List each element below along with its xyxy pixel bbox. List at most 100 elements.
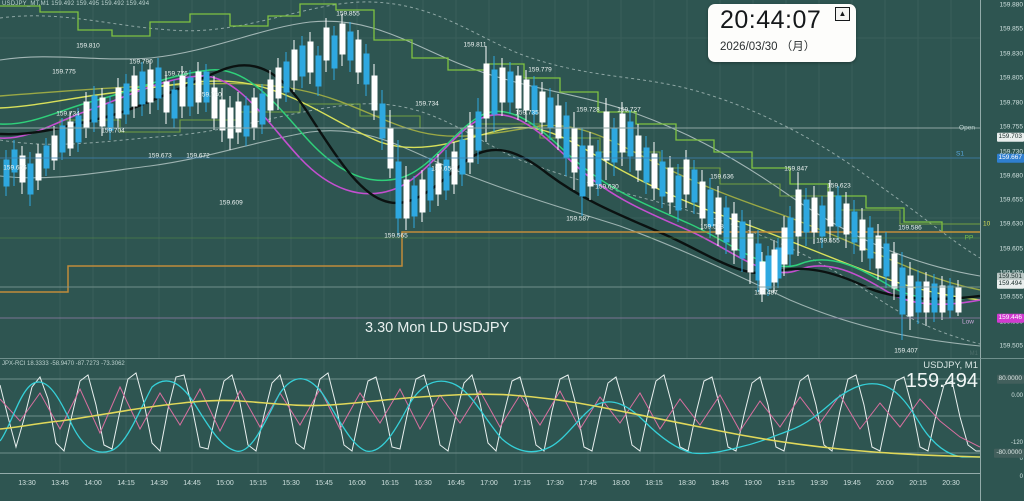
symbol-label: USDJPY, M1	[923, 360, 978, 371]
time-axis-tick: 15:45	[315, 480, 333, 487]
time-axis-tick: 18:30	[678, 480, 696, 487]
price-annotation: 159.586	[898, 224, 922, 232]
price-annotation: 159.656	[431, 165, 455, 173]
price-axis-tick: 159.855	[999, 25, 1024, 33]
price-badge: 159.501	[996, 272, 1024, 282]
price-annotation: 159.487	[754, 289, 778, 297]
time-axis-tick: 16:30	[414, 480, 432, 487]
time-axis-tick: 18:00	[612, 480, 630, 487]
price-annotation: 159.623	[827, 182, 851, 190]
price-annotation: 159.790	[129, 58, 153, 66]
price-annotation: 159.855	[336, 10, 360, 18]
price-axis-tick: 159.630	[999, 220, 1024, 228]
price-annotation: 159.407	[894, 347, 918, 355]
price-badge: 159.703	[996, 132, 1024, 142]
time-axis-tick: 14:45	[183, 480, 201, 487]
time-axis-tick: 15:15	[249, 480, 267, 487]
price-axis-tick: 159.505	[999, 342, 1024, 350]
clock-date: 2026/03/30 （月）	[720, 41, 816, 53]
price-axis-tick: 159.730	[999, 148, 1024, 156]
time-axis-tick: 20:00	[876, 480, 894, 487]
price-annotation: 159.776	[164, 70, 188, 78]
time-axis-tick: 13:30	[18, 480, 36, 487]
price-annotation: 159.810	[76, 42, 100, 50]
level-label: Low	[962, 318, 974, 326]
price-annotation: 159.811	[463, 41, 487, 49]
price-annotation: 159.656	[3, 164, 27, 172]
indicator-pane[interactable]: JPX-RCI 18.3333 -58.9470 -87.7273 -73.30…	[0, 358, 980, 474]
price-annotation: 159.565	[384, 232, 408, 240]
price-annotation: 159.727	[617, 106, 641, 114]
price-badge: 159.446	[996, 313, 1024, 323]
time-axis-tick: 19:45	[843, 480, 861, 487]
price-annotation: 159.555	[816, 237, 840, 245]
upload-icon[interactable]: ▲	[835, 7, 850, 21]
price-annotation: 159.775	[52, 68, 76, 76]
time-axis[interactable]: 13:30 13:45 14:00 14:15 14:30 14:45 15:00 15:15…	[0, 473, 980, 501]
time-axis-tick: 19:00	[744, 480, 762, 487]
price-annotation: 159.578	[700, 223, 724, 231]
price-annotation: 159.780	[198, 91, 222, 99]
time-axis-tick: 15:00	[216, 480, 234, 487]
chart-note-label: 3.30 Mon LD USDJPY	[365, 320, 510, 336]
current-price-display: 159.494	[905, 370, 978, 392]
indicator-badge: 80.0000	[996, 374, 1024, 384]
indicator-axis-tick: 0	[1019, 456, 1023, 462]
price-annotation: 159.636	[710, 173, 734, 181]
price-axis-tick: 159.805	[999, 74, 1024, 82]
price-annotation: 159.735	[515, 109, 539, 117]
time-axis-tick: 17:00	[480, 480, 498, 487]
price-axis-tick: 159.755	[999, 123, 1024, 131]
price-annotation: 159.609	[219, 199, 243, 207]
time-axis-tick: 16:00	[348, 480, 366, 487]
time-axis-tick: 19:15	[777, 480, 795, 487]
time-axis-tick: 18:45	[711, 480, 729, 487]
time-axis-tick: 14:30	[150, 480, 168, 487]
level-label: S1	[956, 150, 964, 158]
indicator-axis-tick: -120	[1010, 440, 1023, 446]
price-badge: 159.667	[996, 153, 1024, 163]
price-annotation: 159.779	[528, 66, 552, 74]
indicator-axis[interactable]: 0.00 -120 0 0 80.0000 -80.0000	[980, 358, 1024, 501]
time-axis-tick: 19:30	[810, 480, 828, 487]
price-scale-marker: 10	[983, 220, 991, 228]
time-axis-tick: 16:45	[447, 480, 465, 487]
price-axis-tick: 159.830	[999, 50, 1024, 58]
price-annotation: 159.728	[576, 106, 600, 114]
price-annotation: 159.847	[784, 165, 808, 173]
price-badge: 159.494	[996, 279, 1024, 289]
clock-overlay[interactable]: 20:44:07 2026/03/30 （月） ▲	[708, 4, 856, 62]
indicator-badge: -80.0000	[994, 448, 1024, 458]
time-axis-tick: 17:45	[579, 480, 597, 487]
price-axis-tick: 159.555	[999, 293, 1024, 301]
symbol-ohlc-header: USDJPY_MT,M1 159.492 159.495 159.492 159…	[2, 1, 150, 7]
price-axis-tick: 159.605	[999, 245, 1024, 253]
time-axis-tick: 14:00	[84, 480, 102, 487]
time-axis-tick: 18:15	[645, 480, 663, 487]
indicator-canvas	[0, 359, 980, 474]
price-axis-tick: 159.655	[999, 196, 1024, 204]
time-axis-tick: 14:15	[117, 480, 135, 487]
time-axis-tick: 16:15	[381, 480, 399, 487]
time-axis-tick: 20:15	[909, 480, 927, 487]
time-axis-tick: 17:15	[513, 480, 531, 487]
time-axis-tick: 17:30	[546, 480, 564, 487]
price-axis-tick: 159.680	[999, 172, 1024, 180]
price-annotation: 159.734	[415, 100, 439, 108]
time-axis-tick: 20:30	[942, 480, 960, 487]
price-axis-tick: 159.880	[999, 1, 1024, 9]
price-annotation: 159.672	[186, 152, 210, 160]
time-axis-tick: 15:30	[282, 480, 300, 487]
indicator-axis-tick: 0.00	[1011, 393, 1023, 399]
price-annotation: 159.673	[148, 152, 172, 160]
time-axis-tick: 13:45	[51, 480, 69, 487]
indicator-axis-tick: 0	[1019, 474, 1023, 480]
price-axis-tick: 159.780	[999, 99, 1024, 107]
indicator-header: JPX-RCI 18.3333 -58.9470 -87.7273 -73.30…	[2, 361, 125, 367]
clock-time: 20:44:07	[720, 6, 822, 34]
price-annotation: 159.587	[566, 215, 590, 223]
price-annotation: 159.734	[56, 110, 80, 118]
price-annotation: 159.630	[595, 183, 619, 191]
price-annotation: 159.704	[101, 127, 125, 135]
